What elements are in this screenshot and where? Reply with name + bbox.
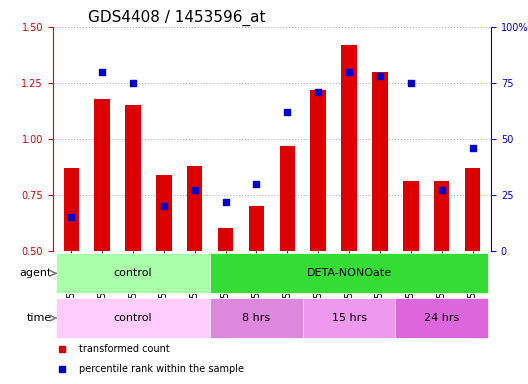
Bar <box>156 175 172 363</box>
Point <box>376 73 384 79</box>
Text: control: control <box>114 313 153 323</box>
Bar <box>310 89 326 363</box>
Bar <box>63 168 79 363</box>
Point <box>407 80 415 86</box>
Bar <box>434 182 449 363</box>
Bar <box>465 168 480 363</box>
Bar <box>187 166 202 363</box>
Point <box>159 203 168 209</box>
Text: time: time <box>27 313 52 323</box>
Bar <box>95 99 110 363</box>
Bar <box>249 206 264 363</box>
Point <box>67 214 76 220</box>
Point <box>314 89 323 95</box>
Text: percentile rank within the sample: percentile rank within the sample <box>79 364 244 374</box>
Text: agent: agent <box>20 268 52 278</box>
Point <box>191 187 199 194</box>
Bar <box>372 72 388 363</box>
Text: control: control <box>114 268 153 278</box>
Text: transformed count: transformed count <box>79 344 170 354</box>
Text: 24 hrs: 24 hrs <box>424 313 459 323</box>
FancyBboxPatch shape <box>210 253 488 293</box>
Text: 8 hrs: 8 hrs <box>242 313 270 323</box>
Point <box>437 187 446 194</box>
FancyBboxPatch shape <box>210 298 303 338</box>
Bar <box>218 228 233 363</box>
Text: GDS4408 / 1453596_at: GDS4408 / 1453596_at <box>88 9 266 25</box>
Point <box>98 69 107 75</box>
Point <box>221 199 230 205</box>
FancyBboxPatch shape <box>56 253 210 293</box>
Bar <box>280 146 295 363</box>
Bar <box>125 105 141 363</box>
Point <box>468 145 477 151</box>
Text: DETA-NONOate: DETA-NONOate <box>307 268 392 278</box>
Point <box>129 80 137 86</box>
Point <box>252 180 261 187</box>
Bar <box>342 45 357 363</box>
FancyBboxPatch shape <box>395 298 488 338</box>
FancyBboxPatch shape <box>303 298 395 338</box>
Point <box>345 69 353 75</box>
FancyBboxPatch shape <box>56 298 210 338</box>
Text: 15 hrs: 15 hrs <box>332 313 366 323</box>
Bar <box>403 182 419 363</box>
Point <box>283 109 291 115</box>
